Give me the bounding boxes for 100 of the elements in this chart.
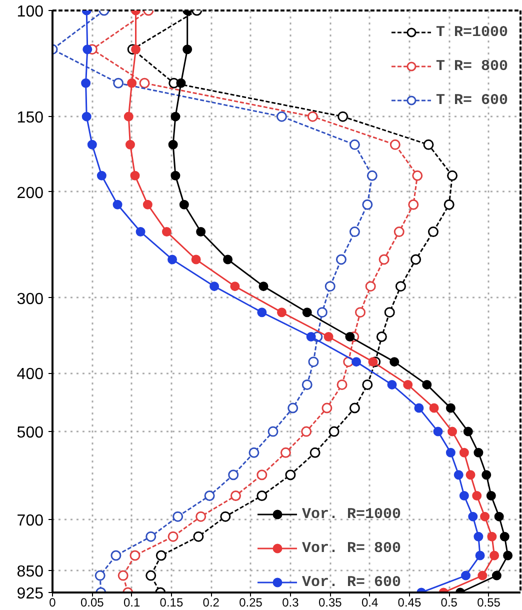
- point: [256, 490, 268, 501]
- point: [368, 357, 378, 367]
- point: [179, 200, 189, 210]
- x-tick-label: 0.25: [239, 596, 263, 610]
- point: [316, 307, 328, 318]
- x-tick-label: 0.2: [202, 596, 220, 610]
- point: [328, 426, 340, 437]
- y-tick-label: 300: [16, 290, 44, 308]
- point: [223, 254, 233, 264]
- point: [349, 402, 360, 414]
- point: [82, 44, 92, 54]
- point: [378, 254, 390, 265]
- legend-label: T R=1000: [436, 24, 508, 40]
- point: [490, 550, 500, 560]
- point: [461, 570, 471, 580]
- point: [466, 470, 476, 480]
- point: [118, 570, 128, 581]
- point: [338, 111, 348, 122]
- point: [362, 199, 373, 210]
- point: [82, 112, 92, 122]
- point: [376, 332, 387, 342]
- point: [394, 226, 404, 238]
- legend-label: Vor. R= 800: [302, 540, 402, 556]
- point: [130, 550, 140, 561]
- y-tick-label: 200: [16, 184, 44, 202]
- point: [248, 447, 260, 458]
- y-tick-label: 100: [16, 4, 44, 20]
- legend-label: Vor. R= 600: [302, 574, 402, 590]
- point: [307, 111, 318, 122]
- point: [276, 308, 286, 318]
- point: [408, 199, 419, 210]
- point: [463, 426, 473, 436]
- point: [482, 470, 492, 480]
- point: [130, 170, 140, 180]
- point: [220, 511, 231, 522]
- point: [276, 111, 287, 122]
- point: [125, 140, 135, 150]
- point: [366, 170, 378, 181]
- point: [433, 426, 443, 436]
- x-tick-label: 0.3: [282, 596, 300, 610]
- point: [387, 380, 397, 390]
- point: [191, 254, 201, 264]
- point: [228, 470, 239, 480]
- point: [390, 139, 400, 150]
- legend-label: T R= 600: [436, 92, 508, 108]
- point: [468, 512, 478, 522]
- point: [176, 78, 186, 88]
- point: [349, 139, 360, 150]
- point: [423, 139, 434, 150]
- point: [113, 78, 124, 88]
- point: [168, 531, 178, 542]
- point: [474, 448, 484, 458]
- point: [487, 532, 497, 542]
- point: [324, 332, 334, 342]
- point: [447, 170, 458, 181]
- y-tick-label: 150: [16, 110, 44, 127]
- point: [196, 227, 206, 237]
- point: [136, 227, 146, 237]
- point: [365, 281, 376, 292]
- point: [480, 512, 490, 522]
- point: [410, 254, 422, 265]
- point: [112, 200, 122, 210]
- point: [492, 570, 502, 580]
- point: [308, 356, 319, 368]
- point: [168, 254, 178, 264]
- point: [459, 448, 469, 458]
- point: [475, 550, 485, 560]
- point: [127, 78, 137, 88]
- point: [87, 140, 97, 150]
- point: [494, 512, 504, 522]
- point: [414, 403, 424, 413]
- point: [170, 170, 180, 180]
- x-tick-label: 0.45: [398, 596, 422, 610]
- point: [170, 112, 180, 122]
- point: [156, 550, 166, 561]
- point: [131, 44, 141, 54]
- point: [324, 281, 336, 292]
- point: [172, 511, 184, 522]
- point: [390, 357, 400, 367]
- x-tick-label: 0.4: [361, 596, 378, 610]
- point: [268, 426, 278, 437]
- point: [96, 170, 106, 180]
- x-tick-label: 0.5: [440, 596, 458, 610]
- point: [412, 170, 423, 181]
- point: [302, 379, 312, 390]
- x-tick-label: 0.15: [160, 596, 184, 610]
- point: [474, 532, 484, 542]
- point: [446, 403, 456, 413]
- point: [230, 282, 240, 292]
- point: [322, 402, 332, 414]
- point: [345, 332, 355, 342]
- legend-label: T R= 800: [436, 58, 508, 74]
- y-tick-label: 700: [16, 512, 44, 530]
- point: [193, 531, 204, 542]
- point: [448, 426, 458, 436]
- y-tick-label: 850: [16, 563, 44, 580]
- point: [355, 307, 366, 318]
- point: [302, 308, 312, 318]
- point: [288, 402, 298, 414]
- y-tick-label: 500: [16, 424, 44, 442]
